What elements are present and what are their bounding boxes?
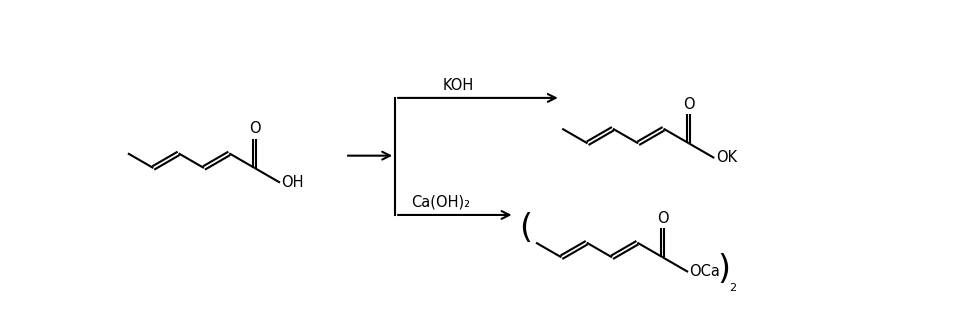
Text: (: (: [520, 212, 532, 244]
Text: OH: OH: [282, 175, 304, 190]
Text: O: O: [249, 121, 261, 136]
Text: Ca(OH)₂: Ca(OH)₂: [411, 195, 470, 210]
Text: 2: 2: [729, 283, 736, 294]
Text: ): ): [717, 253, 731, 286]
Text: KOH: KOH: [442, 78, 474, 92]
Text: O: O: [683, 97, 694, 112]
Text: O: O: [657, 211, 668, 226]
Text: OK: OK: [716, 150, 737, 166]
Text: OCa: OCa: [690, 265, 720, 279]
